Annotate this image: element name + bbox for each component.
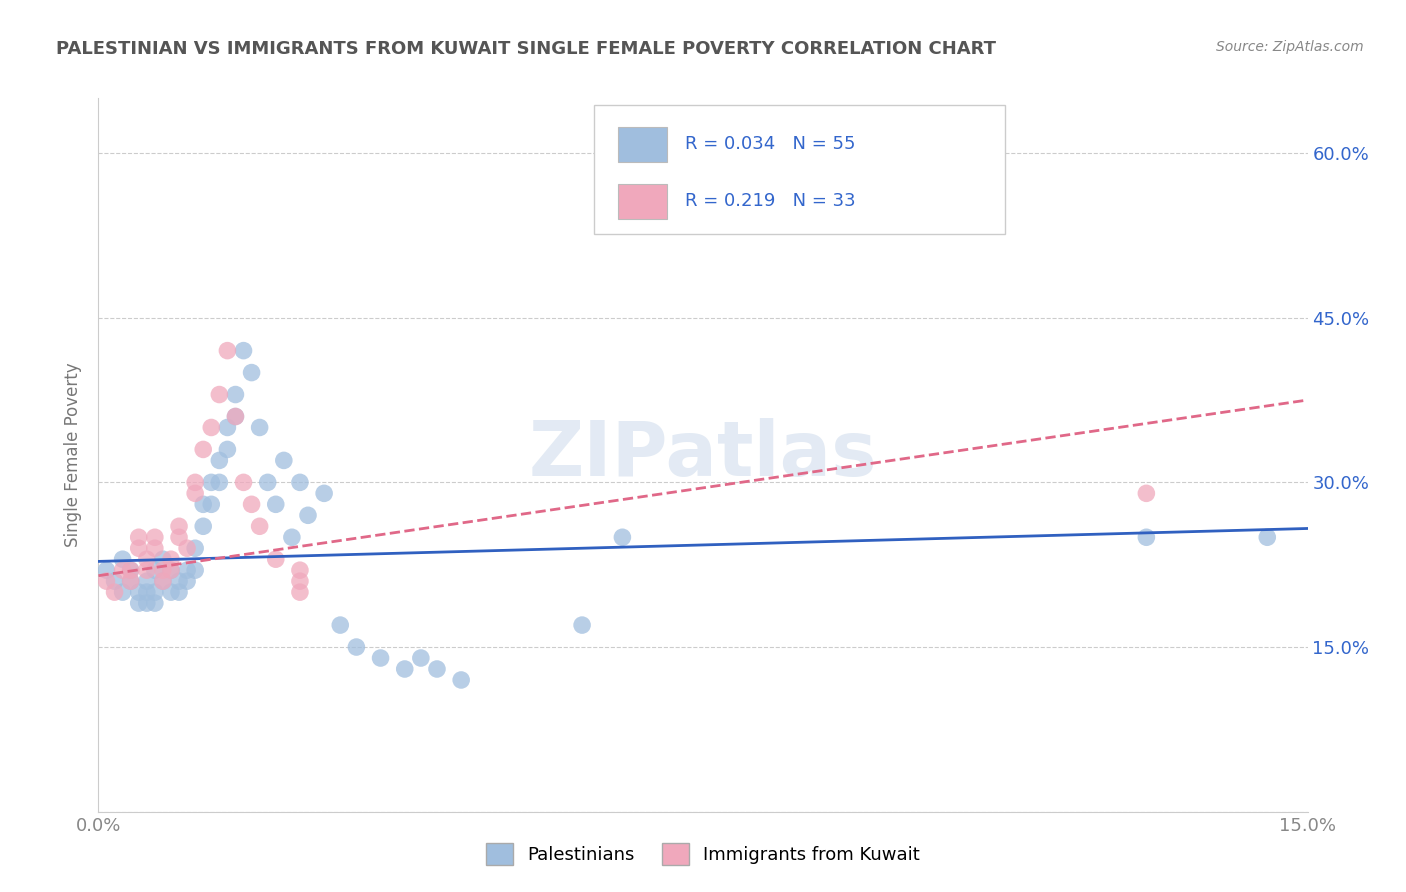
Point <box>152 552 174 566</box>
Point <box>135 596 157 610</box>
Text: R = 0.219   N = 33: R = 0.219 N = 33 <box>685 193 855 211</box>
Point <box>111 585 134 599</box>
Bar <box>619 127 666 162</box>
Point <box>128 541 150 556</box>
Point <box>224 409 246 424</box>
Point <box>111 563 134 577</box>
Point <box>167 519 190 533</box>
Point <box>409 651 432 665</box>
Point <box>394 662 416 676</box>
Point <box>240 497 263 511</box>
Point <box>281 530 304 544</box>
Point <box>152 574 174 589</box>
Point <box>314 486 336 500</box>
Point <box>120 574 142 589</box>
Point <box>571 618 593 632</box>
Point <box>297 508 319 523</box>
Point <box>176 563 198 577</box>
Point <box>329 618 352 632</box>
Point <box>184 541 207 556</box>
Point <box>193 442 215 457</box>
Point <box>249 420 271 434</box>
Point <box>184 475 207 490</box>
Point <box>143 530 166 544</box>
Point <box>176 574 198 589</box>
Point <box>135 563 157 577</box>
Y-axis label: Single Female Poverty: Single Female Poverty <box>65 363 83 547</box>
Bar <box>619 184 666 219</box>
Point <box>256 475 278 490</box>
Point <box>288 563 311 577</box>
Point <box>200 497 222 511</box>
Point <box>120 563 142 577</box>
Text: Source: ZipAtlas.com: Source: ZipAtlas.com <box>1216 40 1364 54</box>
Point <box>217 420 239 434</box>
FancyBboxPatch shape <box>595 105 1005 234</box>
Point <box>612 530 634 544</box>
Point <box>96 574 118 589</box>
Point <box>128 596 150 610</box>
Point <box>96 563 118 577</box>
Point <box>160 552 183 566</box>
Point <box>128 530 150 544</box>
Point <box>288 574 311 589</box>
Point <box>288 475 311 490</box>
Point <box>184 563 207 577</box>
Point <box>249 519 271 533</box>
Point <box>208 453 231 467</box>
Point <box>135 574 157 589</box>
Point <box>143 596 166 610</box>
Point <box>103 585 125 599</box>
Point <box>167 585 190 599</box>
Point <box>184 486 207 500</box>
Point <box>273 453 295 467</box>
Point <box>143 585 166 599</box>
Point <box>232 475 254 490</box>
Legend: Palestinians, Immigrants from Kuwait: Palestinians, Immigrants from Kuwait <box>477 834 929 874</box>
Point <box>264 552 287 566</box>
Point <box>160 563 183 577</box>
Text: R = 0.034   N = 55: R = 0.034 N = 55 <box>685 136 855 153</box>
Point <box>1135 530 1157 544</box>
Point <box>1135 486 1157 500</box>
Point <box>1256 530 1278 544</box>
Point <box>143 541 166 556</box>
Point <box>152 563 174 577</box>
Point <box>111 552 134 566</box>
Point <box>200 475 222 490</box>
Text: PALESTINIAN VS IMMIGRANTS FROM KUWAIT SINGLE FEMALE POVERTY CORRELATION CHART: PALESTINIAN VS IMMIGRANTS FROM KUWAIT SI… <box>56 40 997 58</box>
Point <box>128 585 150 599</box>
Point <box>240 366 263 380</box>
Point <box>120 574 142 589</box>
Point <box>224 387 246 401</box>
Point <box>167 530 190 544</box>
Point <box>264 497 287 511</box>
Point <box>160 585 183 599</box>
Point <box>135 585 157 599</box>
Point <box>224 409 246 424</box>
Point <box>450 673 472 687</box>
Point <box>200 420 222 434</box>
Point <box>120 563 142 577</box>
Point <box>135 552 157 566</box>
Point <box>217 442 239 457</box>
Point <box>426 662 449 676</box>
Point <box>193 519 215 533</box>
Point <box>176 541 198 556</box>
Point <box>217 343 239 358</box>
Point <box>208 475 231 490</box>
Point <box>232 343 254 358</box>
Point <box>143 563 166 577</box>
Point <box>103 574 125 589</box>
Point <box>344 640 367 654</box>
Point <box>370 651 392 665</box>
Point <box>167 574 190 589</box>
Point <box>288 585 311 599</box>
Point <box>193 497 215 511</box>
Text: ZIPatlas: ZIPatlas <box>529 418 877 491</box>
Point <box>152 574 174 589</box>
Point <box>208 387 231 401</box>
Point <box>160 563 183 577</box>
